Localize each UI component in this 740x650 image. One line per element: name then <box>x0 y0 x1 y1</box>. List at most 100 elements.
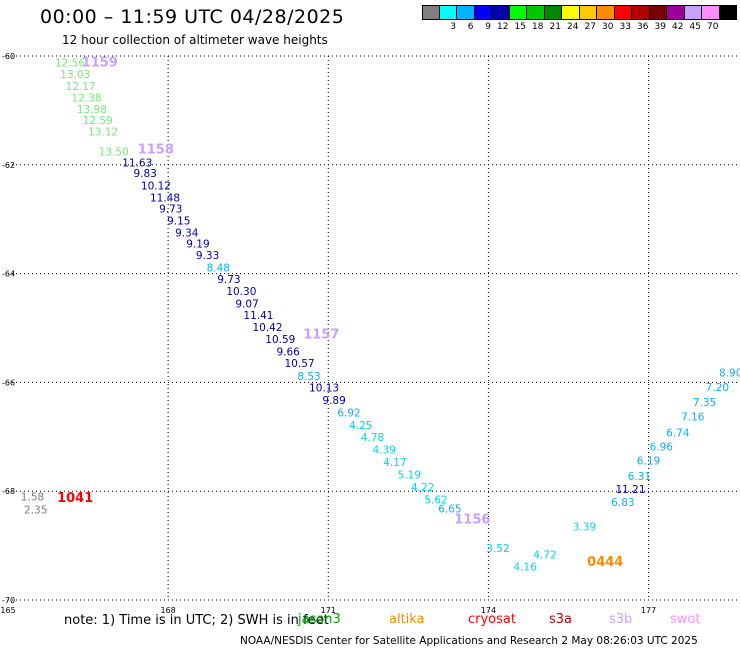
legend-label: 42 <box>672 22 684 32</box>
satellite-altika: altika <box>389 612 425 627</box>
wave-height-label: 3.52 <box>486 543 509 555</box>
wave-height-label: 2.35 <box>24 505 47 517</box>
wave-height-label: 6.96 <box>650 442 674 454</box>
wave-height-label: 10.42 <box>252 322 282 334</box>
wave-height-label: 11.63 <box>122 158 152 170</box>
wave-height-label: 9.83 <box>133 168 156 180</box>
wave-height-label: 12.59 <box>83 115 113 127</box>
wave-height-label: 7.20 <box>706 382 729 394</box>
x-tick-label: 174 <box>481 606 496 615</box>
wave-height-label: 9.15 <box>167 215 190 227</box>
legend-label: 39 <box>654 22 666 32</box>
legend-swatch <box>562 5 580 20</box>
x-tick-label: 165 <box>0 606 15 615</box>
legend-swatch <box>579 5 597 20</box>
y-tick-label: -64 <box>2 270 15 279</box>
satellite-swot: swot <box>670 612 701 627</box>
legend-swatch <box>509 5 527 20</box>
legend-swatch <box>684 5 702 20</box>
wave-height-label: 5.62 <box>424 494 447 506</box>
x-tick-label: 177 <box>641 606 656 615</box>
legend-swatch <box>439 5 457 20</box>
y-tick-label: -70 <box>2 596 15 605</box>
legend-swatch <box>422 5 440 20</box>
satellite-jason3: jason3 <box>298 612 341 627</box>
wave-height-label: 11.48 <box>150 192 180 204</box>
wave-height-label: 6.74 <box>666 427 690 439</box>
wave-height-label: 10.59 <box>265 334 295 346</box>
legend-swatch <box>702 5 720 20</box>
wave-height-label: 10.30 <box>226 286 256 298</box>
pass-time-label: 1159 <box>82 55 118 70</box>
footer-note: note: 1) Time is in UTC; 2) SWH is in fe… <box>64 613 329 628</box>
legend-swatch <box>632 5 650 20</box>
legend-label: 30 <box>602 22 614 32</box>
legend-label: 70 <box>707 22 719 32</box>
x-tick-label: 171 <box>321 606 336 615</box>
wave-height-label: 7.16 <box>681 412 705 424</box>
legend-swatch <box>492 5 510 20</box>
legend-swatch <box>457 5 475 20</box>
wave-height-label: 5.19 <box>398 469 421 481</box>
wave-height-label: 7.35 <box>693 397 716 409</box>
legend-label: 24 <box>567 22 579 32</box>
pass-time-label: 1041 <box>57 491 93 506</box>
legend-label: 21 <box>549 22 561 32</box>
legend-swatch <box>667 5 685 20</box>
wave-height-label: 11.41 <box>243 310 273 322</box>
legend-label: 15 <box>514 22 526 32</box>
satellite-s3a: s3a <box>549 612 573 627</box>
wave-height-label: 4.25 <box>349 420 372 432</box>
wave-height-label: 13.12 <box>88 127 118 139</box>
legend-label: 12 <box>497 22 509 32</box>
legend-label: 36 <box>637 22 649 32</box>
legend-label: 45 <box>689 22 701 32</box>
legend-swatch <box>527 5 545 20</box>
legend-label: 27 <box>584 22 596 32</box>
wave-height-label: 9.34 <box>175 227 199 239</box>
wave-height-label: 9.73 <box>217 274 240 286</box>
wave-height-label: 6.31 <box>628 471 651 483</box>
wave-height-label: 9.19 <box>186 239 209 251</box>
wave-height-label: 9.66 <box>276 346 300 358</box>
legend-label: 9 <box>485 22 491 32</box>
wave-height-label: 3.39 <box>573 522 596 534</box>
pass-time-label: 1158 <box>138 142 174 157</box>
wave-height-label: 9.07 <box>235 299 258 311</box>
y-tick-label: -66 <box>2 378 15 387</box>
legend-swatch <box>474 5 492 20</box>
legend-label: 33 <box>619 22 631 32</box>
legend-label: 6 <box>467 22 474 32</box>
wave-height-label: 8.90 <box>719 368 740 380</box>
wave-height-label: 12.17 <box>66 81 96 93</box>
wave-height-label: 1.58 <box>21 492 44 504</box>
wave-height-label: 4.78 <box>361 432 384 444</box>
wave-height-label: 4.72 <box>533 549 556 561</box>
wave-height-label: 12.56 <box>55 58 85 70</box>
chart-title: 00:00 – 11:59 UTC 04/28/2025 <box>40 6 345 28</box>
legend-label: 18 <box>532 22 544 32</box>
wave-height-label: 6.83 <box>611 497 634 509</box>
pass-time-label: 0444 <box>587 555 623 570</box>
wave-height-label: 9.73 <box>159 203 182 215</box>
wave-height-label: 13.50 <box>99 147 129 159</box>
wave-height-label: 4.39 <box>373 444 396 456</box>
wave-height-label: 4.16 <box>514 561 538 573</box>
wave-height-label: 8.53 <box>297 371 320 383</box>
y-tick-label: -68 <box>2 487 15 496</box>
wave-height-label: 13.03 <box>60 69 90 81</box>
legend-label: 3 <box>450 22 456 32</box>
wave-height-label: 4.22 <box>411 482 434 494</box>
wave-height-label: 13.98 <box>77 104 107 116</box>
legend-swatches <box>422 5 740 20</box>
pass-time-label: 1156 <box>454 512 490 527</box>
wave-height-label: 6.92 <box>337 407 360 419</box>
wave-height-label: 9.89 <box>322 395 345 407</box>
satellite-cryosat: cryosat <box>468 612 516 627</box>
x-tick-label: 168 <box>160 606 175 615</box>
wave-height-label: 8.48 <box>207 263 230 275</box>
footer-credit: NOAA/NESDIS Center for Satellite Applica… <box>240 635 698 647</box>
